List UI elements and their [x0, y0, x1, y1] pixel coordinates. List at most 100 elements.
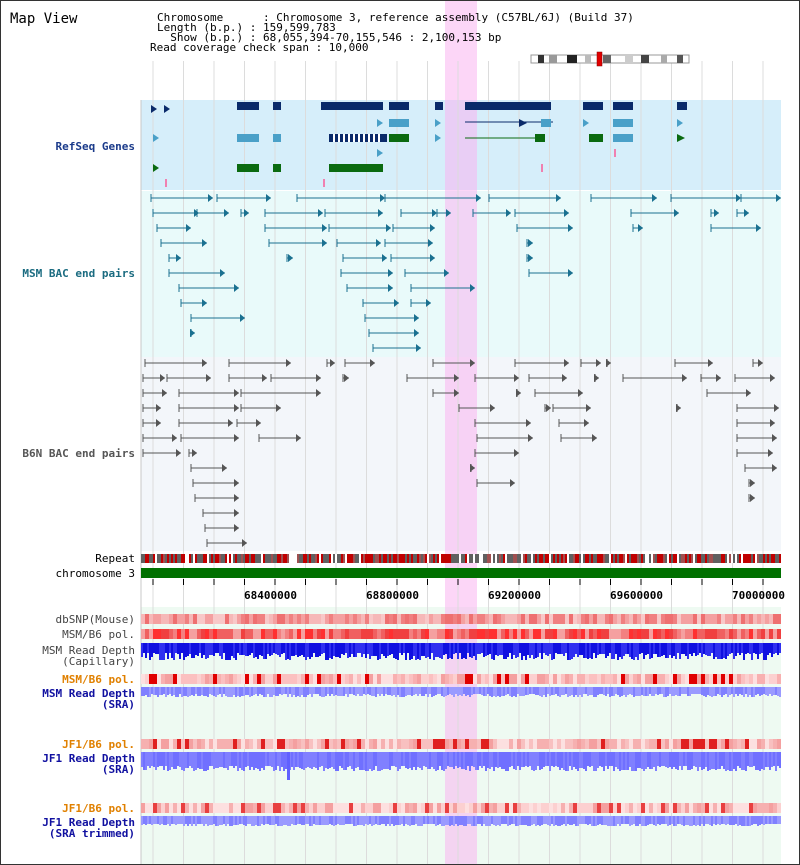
repeat-segment [739, 554, 741, 563]
msm-read-depth-bar [165, 643, 167, 653]
jf1-b6-pol-cell [757, 739, 761, 749]
msm-b6-pol-sra-cell [145, 674, 149, 684]
repeat-segment [405, 554, 407, 563]
msm-bac-label[interactable]: MSM BAC end pairs [22, 267, 135, 280]
msm-sra-depth-bar [649, 687, 651, 694]
jf1-b6-pol-trimmed-cell [677, 803, 681, 813]
jf1-b6-pol-trimmed-cell [637, 803, 641, 813]
jf1-b6-pol-trimmed-cell [233, 803, 237, 813]
repeat-segment [233, 554, 235, 563]
jf1-sra-depth-bar [567, 752, 569, 771]
repeat-segment [357, 554, 359, 563]
msm-b6-pol-cell [573, 629, 577, 639]
jf1-trimmed-depth-bar [447, 816, 449, 825]
selected-region-highlight[interactable] [445, 1, 477, 864]
dbsnp-cell [693, 614, 697, 624]
jf1-trimmed-depth-bar [563, 816, 565, 824]
jf1-trimmed-depth-bar [325, 816, 327, 825]
msm-b6-pol-sra-cell [597, 674, 601, 684]
msm-read-depth-bar [361, 643, 363, 657]
jf1-sra-depth-bar [507, 752, 509, 771]
msm-read-depth-bar [281, 643, 283, 654]
msm-b6-pol-sra-cell [141, 674, 145, 684]
jf1-trimmed-depth-bar [453, 816, 455, 826]
jf1-trimmed-depth-bar [679, 816, 681, 824]
repeat-segment [467, 554, 469, 563]
msm-read-depth-bar [333, 643, 335, 656]
dbsnp-cell [433, 614, 437, 624]
repeat-segment [765, 554, 767, 563]
dbsnp-cell [189, 614, 193, 624]
msm-read-depth-bar [217, 643, 219, 653]
msm-sra-depth-bar [631, 687, 633, 695]
repeat-segment [431, 554, 433, 563]
msm-b6-pol-cell [757, 629, 761, 639]
dbsnp-cell [345, 614, 349, 624]
jf1-sra-depth-bar [701, 752, 703, 770]
dbsnp-cell [317, 614, 321, 624]
msm-b6-pol-sra-cell [705, 674, 709, 684]
msm-sra-depth-bar [551, 687, 553, 695]
jf1-b6-pol-cell [581, 739, 585, 749]
repeat-segment [415, 554, 417, 563]
refseq-genes-label[interactable]: RefSeq Genes [55, 140, 135, 153]
jf1-b6-pol-trimmed-cell [293, 803, 297, 813]
msm-b6-pol-cell [441, 629, 445, 639]
jf1-trimmed-depth-bar [409, 816, 411, 826]
jf1-sra-depth-bar [733, 752, 735, 769]
jf1-sra-depth-bar [727, 752, 729, 770]
msm-read-depth-bar [637, 643, 639, 660]
msm-read-depth-bar [315, 643, 317, 657]
msm-read-depth-bar [263, 643, 265, 659]
b6n-bac-label[interactable]: B6N BAC end pairs [22, 447, 135, 460]
msm-b6-pol-sra-cell [773, 674, 777, 684]
msm-b6-pol-sra-cell [677, 674, 681, 684]
dbsnp-cell [721, 614, 725, 624]
jf1-b6-pol-cell [541, 739, 545, 749]
repeat-segment [673, 554, 675, 563]
msm-b6-pol-sra-cell [721, 674, 725, 684]
jf1-trimmed-depth-bar [707, 816, 709, 824]
msm-sra-depth-bar [619, 687, 621, 697]
jf1-sra-depth-bar [269, 752, 271, 766]
jf1-trimmed-depth-bar [773, 816, 775, 824]
repeat-segment [573, 554, 575, 563]
jf1-sra-depth-bar [173, 752, 175, 769]
msm-b6-pol-cell [173, 629, 177, 639]
ideogram-band [625, 55, 633, 63]
dbsnp-cell [145, 614, 149, 624]
msm-read-depth-bar [181, 643, 183, 653]
ideogram-band [549, 55, 557, 63]
dbsnp-cell [161, 614, 165, 624]
jf1-trimmed-depth-bar [337, 816, 339, 824]
dbsnp-cell [141, 614, 145, 624]
repeat-segment [421, 554, 423, 563]
jf1-trimmed-depth-bar [677, 816, 679, 824]
repeat-segment [321, 554, 323, 563]
jf1-b6-pol-cell [429, 739, 433, 749]
jf1-b6-pol-trimmed-cell [241, 803, 245, 813]
dbsnp-cell [653, 614, 657, 624]
repeat-segment [395, 554, 397, 563]
msm-b6-pol-cell [217, 629, 221, 639]
msm-sra-depth-bar [455, 687, 457, 694]
jf1-b6-pol-trimmed-cell [597, 803, 601, 813]
jf1-sra-depth-bar [517, 752, 519, 766]
repeat-segment [391, 554, 393, 563]
jf1-b6-pol-cell [577, 739, 581, 749]
msm-sra-depth-bar [661, 687, 663, 694]
msm-bac-pair-arrow [244, 209, 249, 217]
msm-read-depth-bar [733, 643, 735, 659]
jf1-trimmed-depth-bar [513, 816, 515, 824]
refseq-gene-arrow [153, 164, 159, 172]
msm-sra-depth-bar [529, 687, 531, 694]
jf1-trimmed-depth-bar [385, 816, 387, 826]
jf1-trimmed-depth-bar [291, 816, 293, 824]
repeat-segment [463, 554, 465, 563]
repeat-segment [591, 554, 593, 563]
msm-read-depth-bar [627, 643, 629, 654]
msm-read-depth-bar [503, 643, 505, 659]
refseq-gene-arrow [435, 119, 441, 127]
jf1-trimmed-depth-bar [289, 816, 291, 826]
